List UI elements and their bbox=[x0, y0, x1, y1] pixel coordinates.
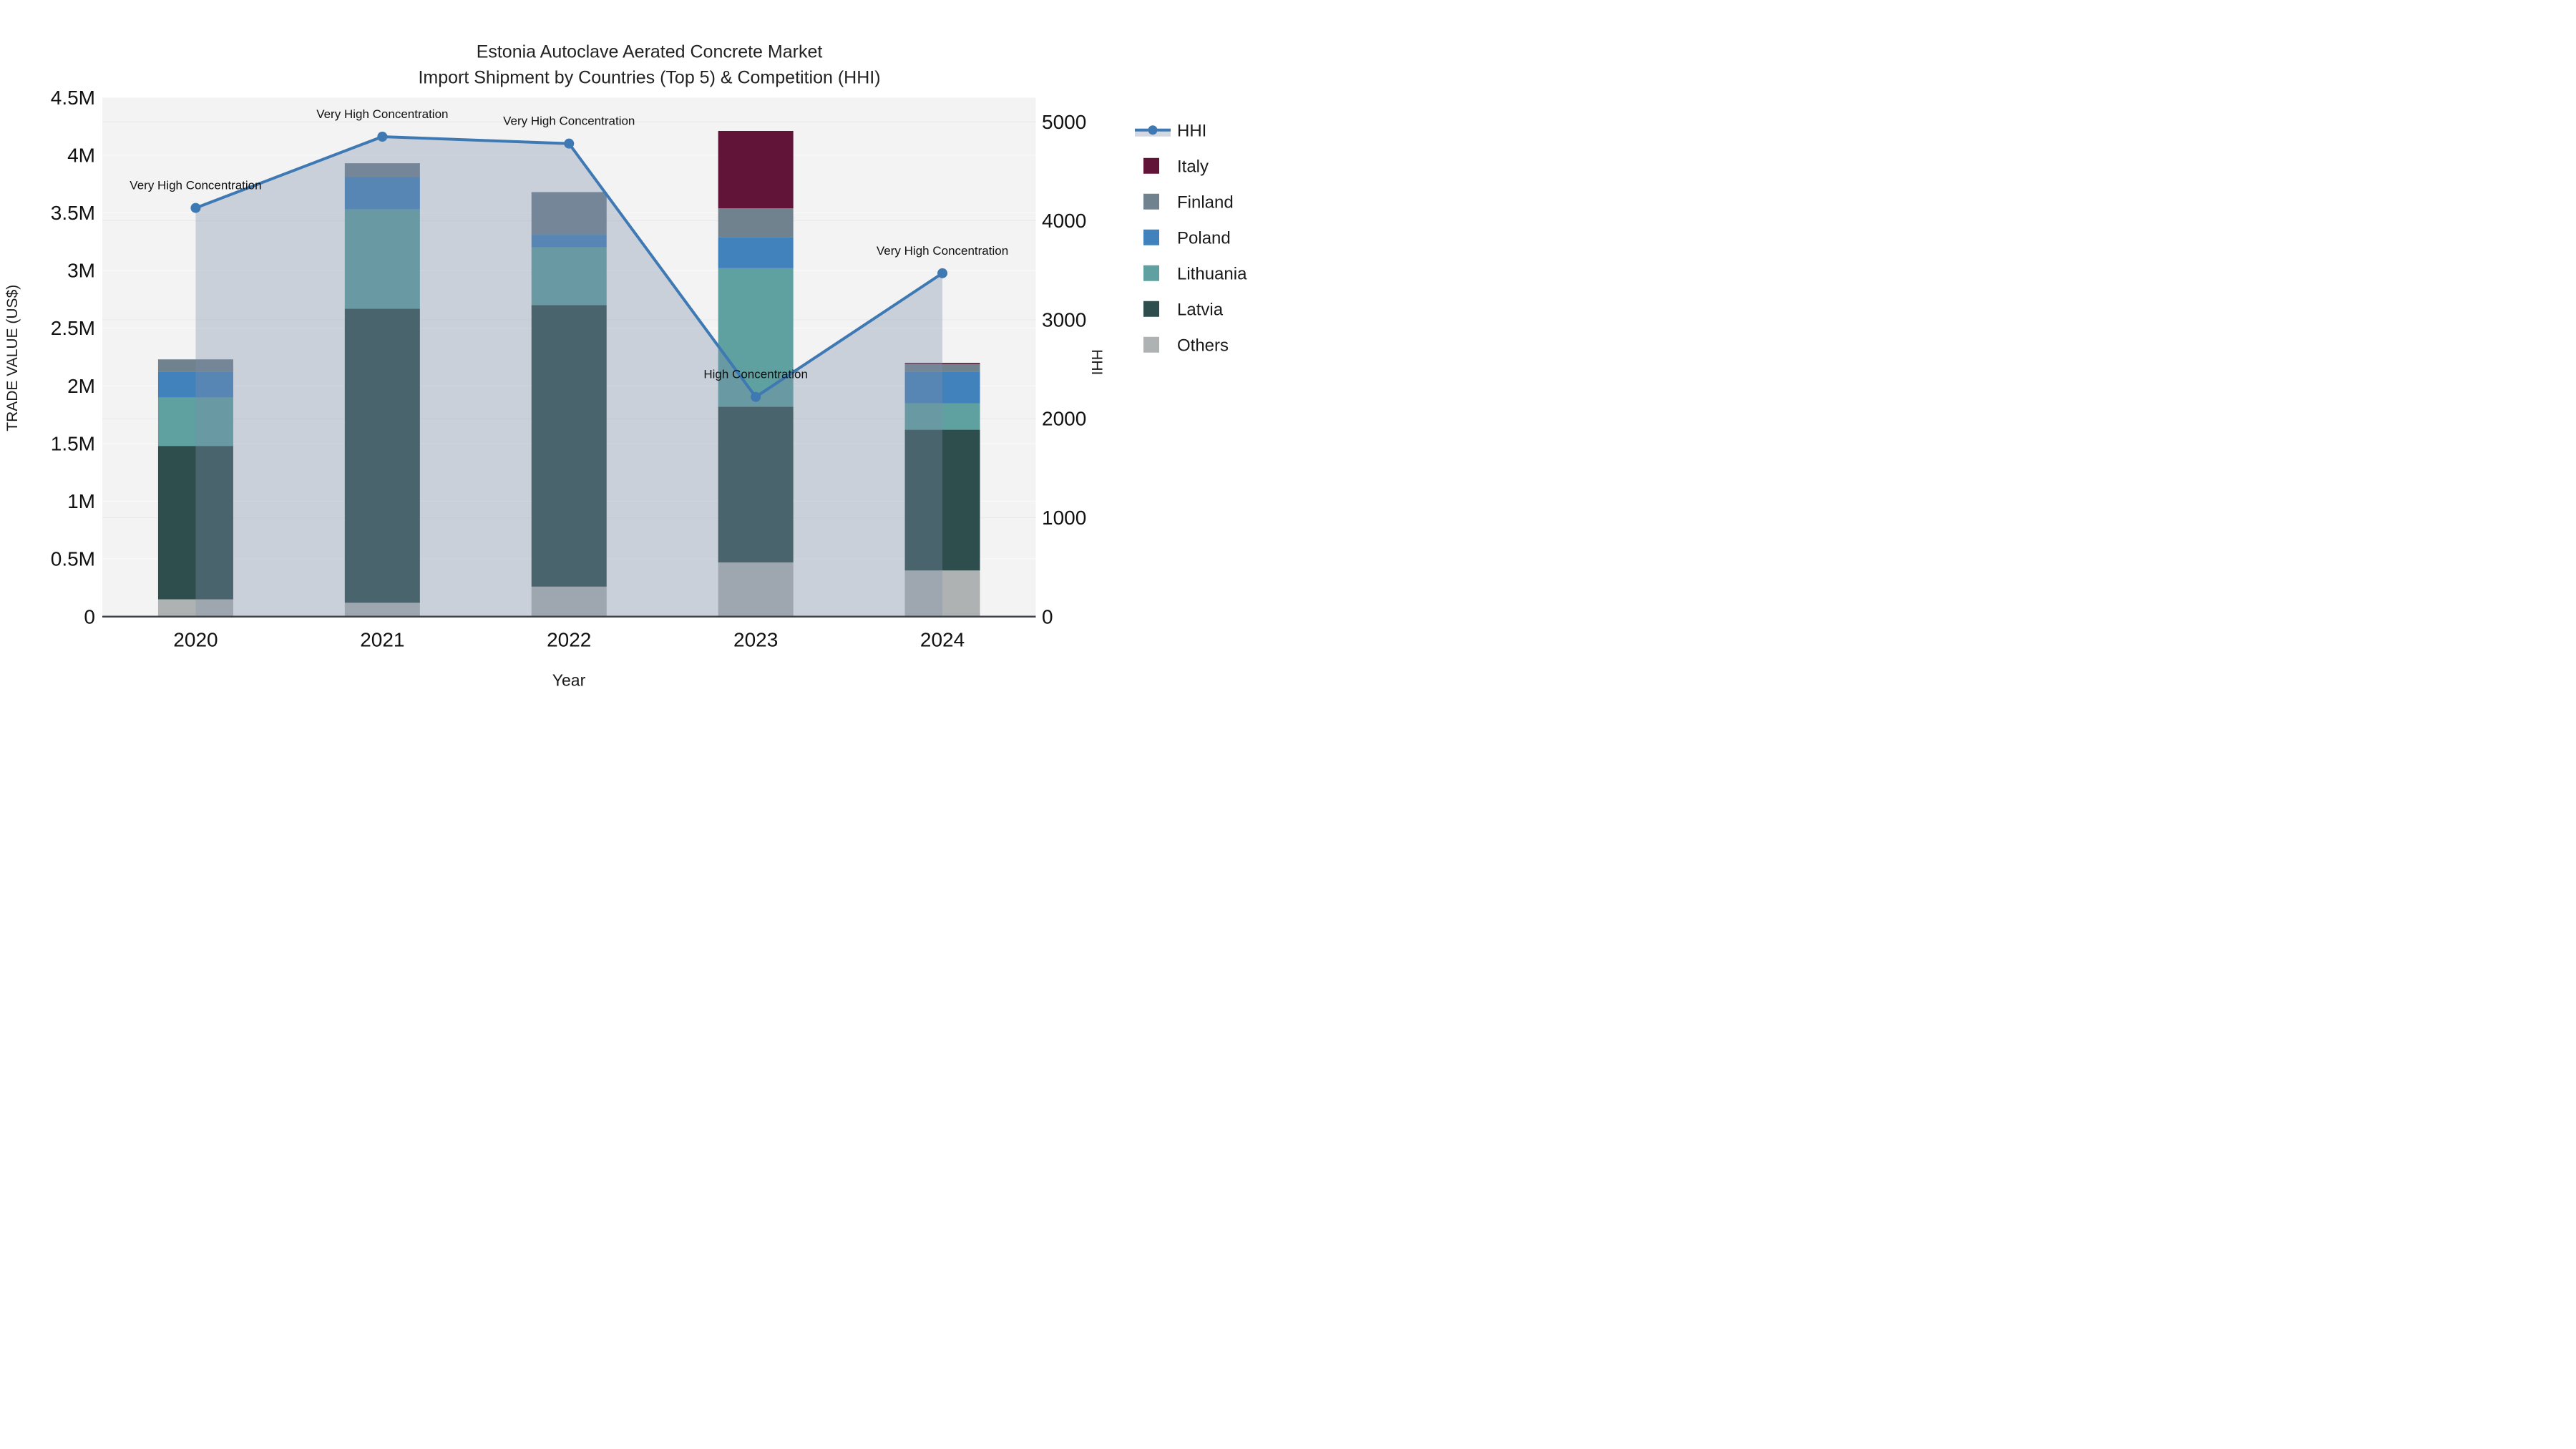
legend-item-label: Finland bbox=[1177, 192, 1234, 212]
bar-segment-lithuania-2020 bbox=[157, 397, 233, 447]
x-tick-label-2023: 2023 bbox=[733, 628, 778, 650]
hhi-marker-2021 bbox=[377, 131, 388, 142]
y-right-tick-label: 0 bbox=[1042, 605, 1053, 628]
annotation-2022: Very High Concentration bbox=[503, 114, 635, 128]
y-left-tick-label: 1.5M bbox=[51, 432, 95, 454]
stacked-bars-layer bbox=[157, 131, 980, 617]
legend-item-poland[interactable]: Poland bbox=[1143, 228, 1231, 248]
bar-segment-finland-2023 bbox=[718, 208, 794, 238]
annotation-2024: Very High Concentration bbox=[877, 244, 1008, 258]
hhi-area-fill bbox=[195, 136, 943, 617]
bar-segment-finland-2024 bbox=[904, 364, 980, 372]
legend-color-swatch bbox=[1143, 301, 1159, 317]
y-right-axis-title: HHI bbox=[1088, 349, 1105, 375]
legend-item-label: Italy bbox=[1177, 157, 1209, 176]
bar-segment-poland-2020 bbox=[157, 371, 233, 398]
bar-segment-finland-2021 bbox=[344, 163, 420, 177]
bar-segment-lithuania-2021 bbox=[344, 209, 420, 309]
hhi-marker-2024 bbox=[937, 268, 948, 278]
annotation-2020: Very High Concentration bbox=[130, 179, 261, 192]
bar-segment-others-2023 bbox=[718, 562, 794, 617]
y-right-tick-label: 1000 bbox=[1042, 507, 1086, 529]
bar-segment-poland-2024 bbox=[904, 371, 980, 404]
legend-color-swatch bbox=[1143, 336, 1159, 353]
bar-segment-others-2021 bbox=[344, 602, 420, 617]
bar-segment-lithuania-2022 bbox=[531, 247, 607, 306]
legend-item-others[interactable]: Others bbox=[1143, 336, 1229, 355]
legend: HHI Italy Finland Poland Lithuania Latvia Othe… bbox=[1135, 121, 1247, 355]
legend-color-swatch bbox=[1143, 229, 1159, 245]
legend-color-swatch bbox=[1143, 265, 1159, 281]
y-left-tick-label: 2.5M bbox=[51, 317, 95, 339]
hhi-line-layer bbox=[190, 131, 948, 617]
hhi-marker-2020 bbox=[190, 203, 201, 213]
chart-title-line2: Import Shipment by Countries (Top 5) & C… bbox=[418, 67, 880, 87]
chart-canvas: 0 0.5M 1M 1.5M 2M 2.5M 3M 3.5M 4M 4.5M 0 1000 2000 30… bbox=[4, 42, 1247, 689]
x-tick-label-2020: 2020 bbox=[173, 628, 218, 650]
y-left-tick-label: 3M bbox=[67, 260, 95, 282]
hhi-marker-2022 bbox=[564, 138, 575, 149]
legend-item-label: HHI bbox=[1177, 121, 1206, 140]
bar-segment-italy-2024 bbox=[904, 363, 980, 364]
bar-segment-poland-2021 bbox=[344, 177, 420, 210]
legend-color-swatch bbox=[1143, 157, 1159, 174]
y-left-tick-label: 2M bbox=[67, 375, 95, 397]
y-right-tick-label: 5000 bbox=[1042, 111, 1086, 133]
bar-segment-latvia-2024 bbox=[904, 429, 980, 571]
legend-color-swatch bbox=[1143, 193, 1159, 210]
bar-segment-latvia-2023 bbox=[718, 406, 794, 562]
legend-item-lithuania[interactable]: Lithuania bbox=[1143, 264, 1247, 283]
axes-layer: 0 0.5M 1M 1.5M 2M 2.5M 3M 3.5M 4M 4.5M 0 1000 2000 30… bbox=[51, 87, 1087, 651]
bar-segment-others-2020 bbox=[157, 599, 233, 617]
y-left-tick-label: 3.5M bbox=[51, 202, 95, 224]
chart-title-line1: Estonia Autoclave Aerated Concrete Marke… bbox=[477, 42, 823, 62]
y-right-tick-label: 2000 bbox=[1042, 408, 1086, 430]
annotations-layer: Very High Concentration Very High Concent… bbox=[130, 107, 1008, 381]
x-tick-label-2022: 2022 bbox=[547, 628, 591, 650]
bar-segment-italy-2023 bbox=[718, 131, 794, 209]
x-tick-label-2024: 2024 bbox=[920, 628, 965, 650]
bar-segment-latvia-2021 bbox=[344, 308, 420, 603]
y-left-tick-label: 4M bbox=[67, 144, 95, 166]
legend-item-label: Poland bbox=[1177, 228, 1231, 248]
annotation-2021: Very High Concentration bbox=[316, 107, 448, 121]
legend-item-hhi[interactable]: HHI bbox=[1135, 121, 1206, 140]
y-right-tick-label: 3000 bbox=[1042, 308, 1086, 331]
bar-segment-poland-2022 bbox=[531, 235, 607, 248]
y-left-tick-label: 0.5M bbox=[51, 548, 95, 570]
legend-hhi-marker-swatch bbox=[1148, 125, 1158, 135]
bar-segment-lithuania-2024 bbox=[904, 403, 980, 430]
y-left-tick-label: 1M bbox=[67, 490, 95, 512]
bar-segment-others-2022 bbox=[531, 586, 607, 617]
annotation-2023: High Concentration bbox=[703, 368, 808, 381]
x-tick-label-2021: 2021 bbox=[360, 628, 404, 650]
bar-segment-lithuania-2023 bbox=[718, 268, 794, 407]
hhi-import-chart-figure: 0 0.5M 1M 1.5M 2M 2.5M 3M 3.5M 4M 4.5M 0 1000 2000 30… bbox=[0, 0, 1288, 725]
bar-segment-finland-2022 bbox=[531, 192, 607, 235]
legend-item-label: Lithuania bbox=[1177, 264, 1247, 283]
hhi-marker-2023 bbox=[751, 391, 761, 402]
legend-item-label: Others bbox=[1177, 336, 1229, 355]
legend-item-finland[interactable]: Finland bbox=[1143, 192, 1234, 212]
y-left-axis-title: TRADE VALUE (US$) bbox=[4, 285, 21, 431]
legend-item-label: Latvia bbox=[1177, 300, 1224, 319]
bar-segment-finland-2020 bbox=[157, 359, 233, 372]
bar-segment-poland-2023 bbox=[718, 237, 794, 268]
y-right-tick-label: 4000 bbox=[1042, 210, 1086, 232]
y-left-tick-label: 0 bbox=[84, 605, 95, 628]
legend-item-latvia[interactable]: Latvia bbox=[1143, 300, 1224, 319]
bar-segment-others-2024 bbox=[904, 570, 980, 617]
bar-segment-latvia-2022 bbox=[531, 305, 607, 587]
legend-item-italy[interactable]: Italy bbox=[1143, 157, 1209, 176]
y-left-tick-label: 4.5M bbox=[51, 87, 95, 109]
x-axis-title: Year bbox=[552, 670, 586, 689]
bar-segment-latvia-2020 bbox=[157, 446, 233, 600]
